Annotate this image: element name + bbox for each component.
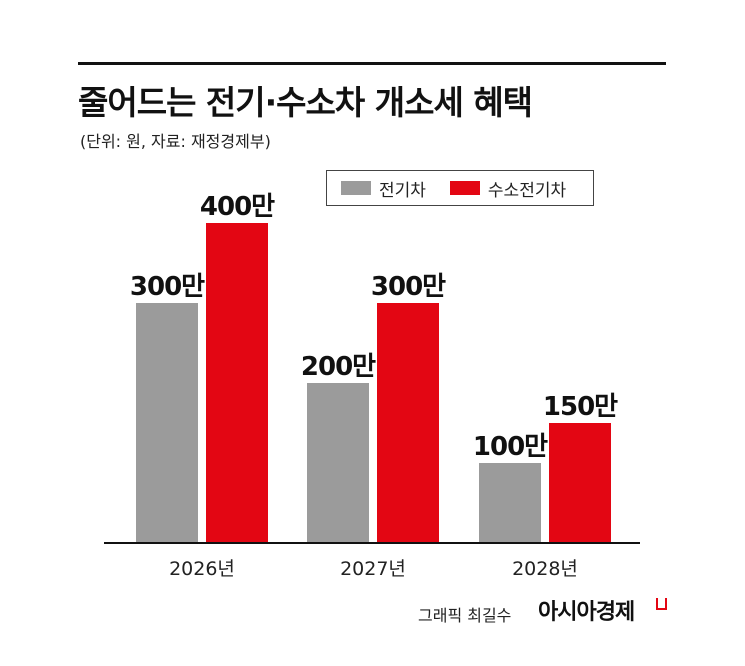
legend-swatch-hydrogen: [449, 181, 480, 195]
legend-swatch-ev: [341, 181, 371, 195]
data-label-hydrogen-1: 300만: [371, 272, 446, 302]
chart-subtitle: (단위: 원, 자료: 재정경제부): [80, 132, 271, 151]
graphic-credit: 그래픽 최길수: [418, 606, 512, 625]
bar-hydrogen-0: [206, 223, 268, 543]
data-label-ev-2: 100만: [473, 432, 548, 462]
bar-ev-1: [307, 383, 369, 543]
bar-ev-0: [136, 303, 198, 543]
bar-hydrogen-1: [377, 303, 439, 543]
bar-ev-2: [479, 463, 541, 543]
legend: 전기차 수소전기차: [326, 170, 594, 206]
chart-title: 줄어드는 전기·수소차 개소세 혜택: [78, 83, 533, 122]
data-label-hydrogen-2: 150만: [543, 392, 618, 422]
top-rule: [78, 62, 666, 65]
legend-label-hydrogen: 수소전기차: [487, 180, 567, 201]
legend-label-ev: 전기차: [379, 180, 426, 201]
brand-logo: 아시아경제: [538, 600, 635, 625]
legend-item-ev: 전기차: [341, 176, 426, 201]
data-label-ev-1: 200만: [301, 352, 376, 382]
legend-item-hydrogen: 수소전기차: [449, 176, 567, 201]
data-label-hydrogen-0: 400만: [200, 192, 275, 222]
data-label-ev-0: 300만: [130, 272, 205, 302]
x-tick-label-0: 2026년: [169, 558, 235, 580]
x-tick-label-2: 2028년: [512, 558, 578, 580]
x-tick-label-1: 2027년: [340, 558, 406, 580]
bar-hydrogen-2: [549, 423, 611, 543]
brand-mark-icon: [656, 598, 667, 610]
